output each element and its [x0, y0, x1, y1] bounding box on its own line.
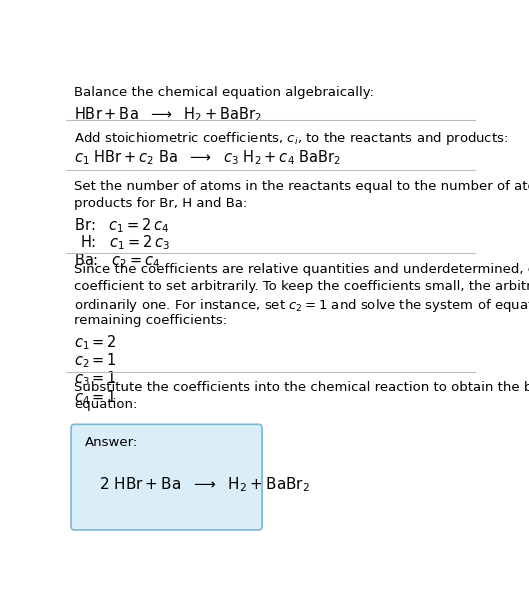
Text: Ba:   $c_2 = c_4$: Ba: $c_2 = c_4$: [74, 251, 161, 270]
Text: $\mathrm{2\ HBr + Ba\ \ \longrightarrow\ \ H_2 + BaBr_2}$: $\mathrm{2\ HBr + Ba\ \ \longrightarrow\…: [99, 476, 310, 494]
Text: Answer:: Answer:: [85, 436, 138, 449]
Text: $c_4 = 1$: $c_4 = 1$: [74, 388, 117, 407]
Text: remaining coefficients:: remaining coefficients:: [74, 314, 227, 327]
Text: Add stoichiometric coefficients, $c_i$, to the reactants and products:: Add stoichiometric coefficients, $c_i$, …: [74, 130, 508, 147]
Text: ordinarily one. For instance, set $c_2 = 1$ and solve the system of equations fo: ordinarily one. For instance, set $c_2 =…: [74, 297, 529, 314]
Text: $c_3 = 1$: $c_3 = 1$: [74, 370, 117, 388]
Text: Since the coefficients are relative quantities and underdetermined, choose a: Since the coefficients are relative quan…: [74, 263, 529, 276]
Text: Balance the chemical equation algebraically:: Balance the chemical equation algebraica…: [74, 86, 375, 99]
Text: $\mathrm{HBr + Ba\ \ \longrightarrow\ \ H_2 + BaBr_2}$: $\mathrm{HBr + Ba\ \ \longrightarrow\ \ …: [74, 106, 262, 124]
Text: $c_2 = 1$: $c_2 = 1$: [74, 351, 117, 370]
Text: coefficient to set arbitrarily. To keep the coefficients small, the arbitrary va: coefficient to set arbitrarily. To keep …: [74, 280, 529, 293]
Text: H:   $c_1 = 2\,c_3$: H: $c_1 = 2\,c_3$: [80, 234, 171, 253]
Text: equation:: equation:: [74, 398, 138, 411]
FancyBboxPatch shape: [71, 424, 262, 530]
Text: Set the number of atoms in the reactants equal to the number of atoms in the: Set the number of atoms in the reactants…: [74, 180, 529, 194]
Text: products for Br, H and Ba:: products for Br, H and Ba:: [74, 197, 248, 210]
Text: Br:   $c_1 = 2\,c_4$: Br: $c_1 = 2\,c_4$: [74, 216, 170, 234]
Text: $c_1 = 2$: $c_1 = 2$: [74, 333, 117, 352]
Text: Substitute the coefficients into the chemical reaction to obtain the balanced: Substitute the coefficients into the che…: [74, 381, 529, 395]
Text: $c_1\ \mathrm{HBr} + c_2\ \mathrm{Ba}\ \ \longrightarrow\ \ c_3\ \mathrm{H_2} + : $c_1\ \mathrm{HBr} + c_2\ \mathrm{Ba}\ \…: [74, 149, 342, 168]
